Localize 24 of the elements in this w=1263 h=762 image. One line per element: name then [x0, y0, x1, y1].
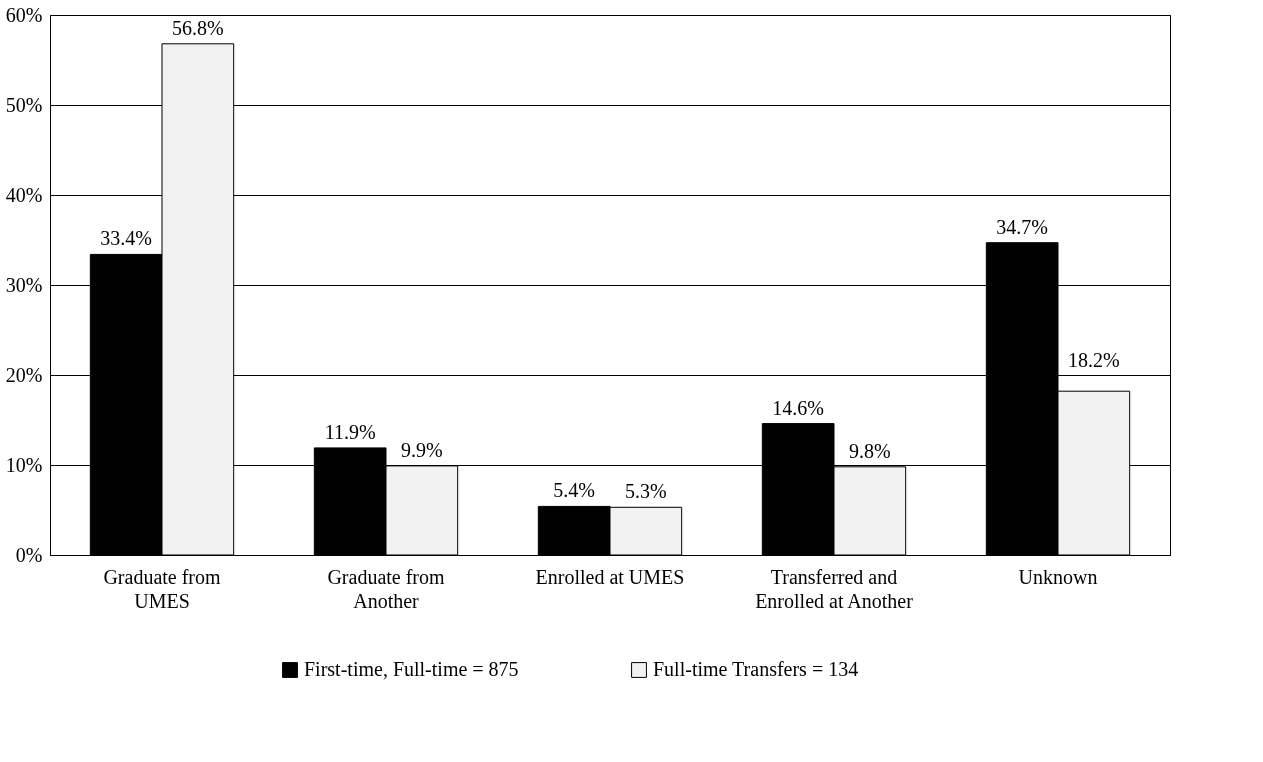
data-label: 56.8%	[172, 16, 224, 39]
x-tick-label: Transferred and Enrolled at Another	[755, 565, 914, 612]
y-tick-label: 10%	[5, 453, 43, 476]
x-tick-label: Graduate from UMES	[103, 565, 222, 612]
y-tick-label: 0%	[15, 543, 43, 566]
data-label: 18.2%	[1068, 349, 1120, 371]
x-tick-label: Graduate from Another	[327, 565, 446, 612]
data-label: 5.4%	[553, 479, 595, 502]
y-tick-label: 30%	[5, 273, 43, 296]
legend-label: Full-time Transfers = 134	[653, 658, 859, 680]
data-label: 34.7%	[996, 215, 1048, 238]
data-label: 9.9%	[401, 438, 443, 461]
legend-label: First-time, Full-time = 875	[304, 658, 519, 680]
y-tick-label: 50%	[5, 93, 43, 116]
data-label: 11.9%	[324, 420, 376, 443]
data-label: 33.4%	[100, 227, 152, 250]
data-label: 9.8%	[849, 439, 891, 462]
x-tick-label: Enrolled at UMES	[535, 565, 685, 588]
x-tick-label: Unknown	[1018, 565, 1098, 588]
data-label: 5.3%	[625, 480, 667, 503]
data-label: 14.6%	[772, 396, 824, 419]
y-tick-label: 20%	[5, 363, 43, 386]
y-tick-label: 60%	[5, 3, 43, 26]
y-tick-label: 40%	[5, 183, 43, 206]
